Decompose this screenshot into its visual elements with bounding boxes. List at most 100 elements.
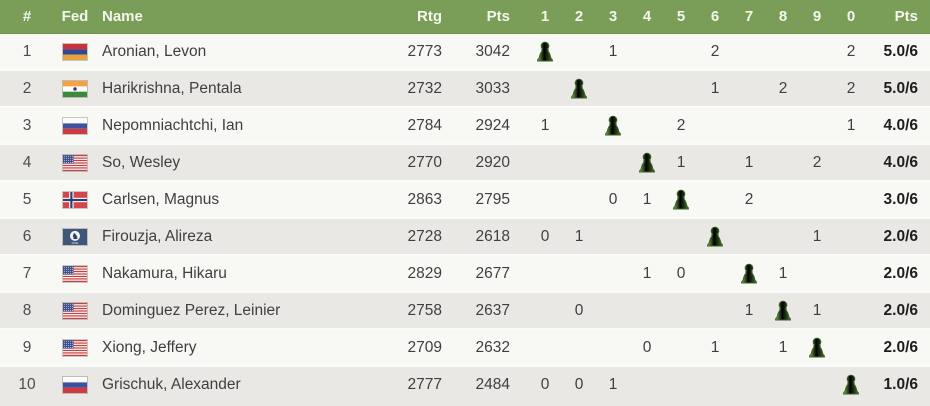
round-result-cell — [766, 34, 800, 69]
performance-cell: 2637 — [475, 301, 510, 319]
round-result-cell — [528, 330, 562, 365]
table-row: 10 Grischuk, Alexander 2777 2484 0 0 1 1.0… — [0, 365, 930, 402]
round-result-cell — [664, 34, 698, 69]
rating-cell: 2863 — [407, 190, 442, 208]
player-name: Grischuk, Alexander — [102, 375, 241, 393]
pawn-icon — [809, 337, 825, 358]
rating-cell: 2777 — [407, 375, 442, 393]
performance-cell: 3033 — [475, 79, 510, 97]
flag-usa-icon — [63, 265, 87, 282]
table-row: 5 Carlsen, Magnus 2863 2795 0 1 2 3.0/6 — [0, 180, 930, 217]
round-result-cell: 0 — [642, 338, 652, 356]
rank-cell: 3 — [22, 116, 32, 134]
rank-cell: 8 — [22, 301, 32, 319]
round-result-cell — [596, 219, 630, 254]
svg-text:♞: ♞ — [71, 232, 79, 242]
round-result-cell — [800, 108, 834, 143]
pawn-icon — [672, 189, 690, 210]
federation-cell — [54, 367, 96, 402]
round-result-cell: 1 — [812, 301, 822, 319]
pawn-icon — [842, 374, 860, 395]
table-row: 1 Aronian, Levon 2773 3042 1 2 2 5.0/6 — [0, 34, 930, 69]
performance-column-header: Pts — [486, 8, 510, 25]
player-marker-cell — [732, 256, 766, 291]
round-result-cell — [766, 219, 800, 254]
pawn-icon — [638, 152, 656, 173]
round-result-cell: 0 — [540, 375, 550, 393]
round-column-header-9: 9 — [812, 8, 822, 25]
round-result-cell — [562, 34, 596, 69]
pawn-icon — [536, 41, 554, 62]
rating-cell: 2784 — [407, 116, 442, 134]
player-marker-cell — [664, 182, 698, 217]
table-header: # Fed Name Rtg Pts 1 2 3 4 5 6 7 8 9 0 Pts — [0, 0, 930, 34]
points-cell: 1.0/6 — [883, 375, 918, 393]
round-result-cell — [698, 108, 732, 143]
performance-cell: 2677 — [475, 264, 510, 282]
table-row: 8 Dominguez Perez, Leinier 2758 2637 0 1 1… — [0, 291, 930, 328]
name-column-header: Name — [102, 8, 143, 25]
rank-cell: 10 — [18, 375, 36, 393]
round-result-cell — [664, 367, 698, 402]
round-result-cell: 2 — [744, 190, 754, 208]
round-result-cell — [800, 71, 834, 106]
round-result-cell: 1 — [676, 153, 686, 171]
round-result-cell — [562, 145, 596, 180]
svg-text:FIDE: FIDE — [72, 241, 79, 245]
round-result-cell — [596, 256, 630, 291]
round-column-header-0: 0 — [846, 8, 856, 25]
performance-cell: 3042 — [475, 42, 510, 60]
player-name: Carlsen, Magnus — [102, 190, 220, 208]
round-result-cell — [664, 293, 698, 328]
federation-cell — [54, 293, 96, 328]
round-result-cell — [800, 367, 834, 402]
round-result-cell — [698, 145, 732, 180]
pawn-icon — [605, 115, 621, 136]
round-result-cell — [528, 182, 562, 217]
round-result-cell: 2 — [846, 42, 856, 60]
pawn-icon — [673, 189, 689, 210]
round-column-header-3: 3 — [608, 8, 618, 25]
round-result-cell — [630, 367, 664, 402]
round-result-cell — [664, 330, 698, 365]
round-result-cell — [834, 182, 868, 217]
round-result-cell — [562, 330, 596, 365]
round-column-header-7: 7 — [744, 8, 754, 25]
table-row: 2 Harikrishna, Pentala 2732 3033 1 2 2 5.0… — [0, 69, 930, 106]
flag-ind-icon — [63, 80, 87, 97]
rank-cell: 5 — [22, 190, 32, 208]
round-result-cell: 2 — [676, 116, 686, 134]
player-name: Nakamura, Hikaru — [102, 264, 227, 282]
round-result-cell: 1 — [574, 227, 584, 245]
player-name: Harikrishna, Pentala — [102, 79, 242, 97]
round-result-cell: 0 — [574, 375, 584, 393]
round-result-cell — [800, 34, 834, 69]
pawn-icon — [706, 226, 724, 247]
player-marker-cell — [800, 330, 834, 365]
round-column-header-8: 8 — [778, 8, 788, 25]
round-result-cell — [800, 182, 834, 217]
rank-cell: 2 — [22, 79, 32, 97]
federation-cell — [54, 108, 96, 143]
round-result-cell — [800, 256, 834, 291]
points-cell: 2.0/6 — [883, 338, 918, 356]
federation-cell — [54, 256, 96, 291]
round-result-cell — [834, 330, 868, 365]
rating-cell: 2728 — [407, 227, 442, 245]
player-marker-cell — [562, 71, 596, 106]
round-result-cell: 2 — [710, 42, 720, 60]
round-result-cell — [528, 256, 562, 291]
player-marker-cell — [528, 34, 562, 69]
round-result-cell — [596, 71, 630, 106]
round-result-cell — [732, 108, 766, 143]
flag-arm-icon — [63, 43, 87, 60]
round-result-cell — [562, 256, 596, 291]
table-row: 7 Nakamura, Hikaru 2829 2677 1 0 1 2.0/6 — [0, 254, 930, 291]
flag-nor-icon — [63, 191, 87, 208]
round-column-header-6: 6 — [710, 8, 720, 25]
round-column-header-4: 4 — [642, 8, 652, 25]
round-result-cell: 1 — [744, 153, 754, 171]
player-name: So, Wesley — [102, 153, 181, 171]
